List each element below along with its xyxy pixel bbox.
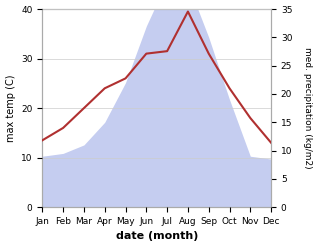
X-axis label: date (month): date (month) xyxy=(115,231,198,242)
Y-axis label: max temp (C): max temp (C) xyxy=(5,74,16,142)
Y-axis label: med. precipitation (kg/m2): med. precipitation (kg/m2) xyxy=(303,47,313,169)
